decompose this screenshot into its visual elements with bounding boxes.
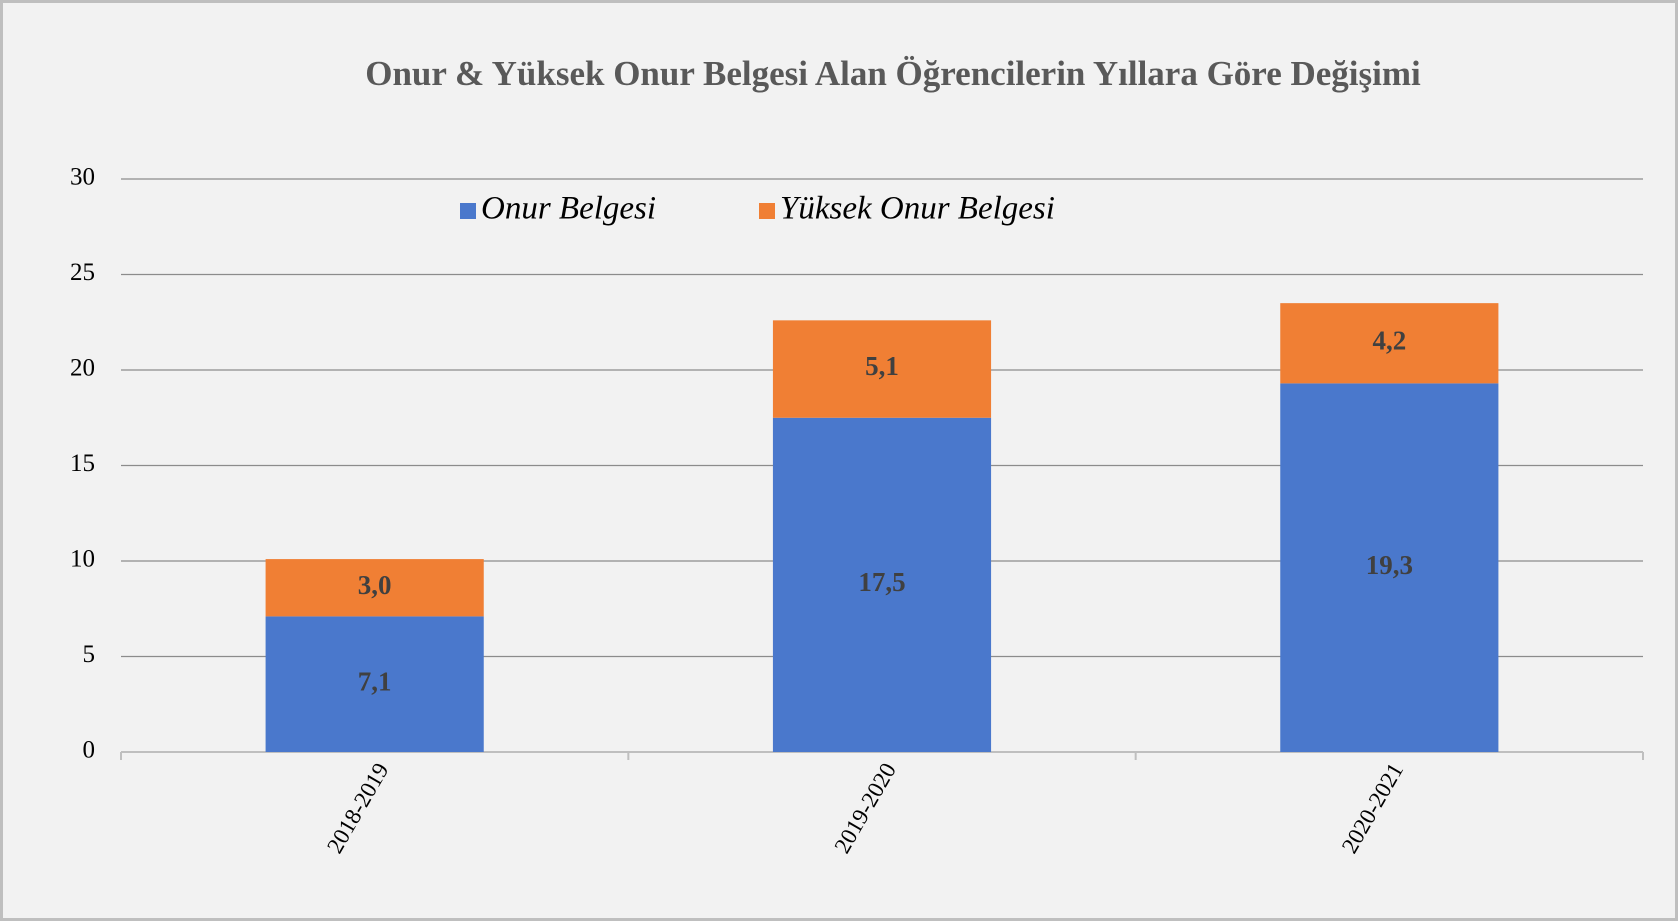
legend-label: Onur Belgesi [481,191,656,227]
bar-segment [772,320,992,418]
y-tick-label: 0 [83,737,96,764]
y-tick-label: 30 [70,164,95,191]
bar-segment [265,559,484,617]
data-label: 7,1 [358,666,392,696]
y-tick-label: 5 [83,641,96,668]
bar-segment [772,417,992,752]
y-tick-label: 15 [70,450,95,477]
legend-swatch [759,203,775,219]
data-label: 5,1 [865,351,899,381]
data-label: 3,0 [358,570,392,600]
bar-segment [1280,303,1499,384]
data-label: 17,5 [858,567,905,597]
legend-label: Yüksek Onur Belgesi [780,191,1055,227]
data-label: 19,3 [1366,550,1413,580]
legend-swatch [460,203,476,219]
y-tick-label: 25 [70,259,95,286]
data-label: 4,2 [1372,325,1406,355]
y-tick-label: 20 [70,355,95,382]
bar-segment [265,616,484,752]
chart-title: Onur & Yüksek Onur Belgesi Alan Öğrencil… [365,54,1421,93]
y-tick-label: 10 [70,546,95,573]
bar-segment [1280,383,1499,752]
